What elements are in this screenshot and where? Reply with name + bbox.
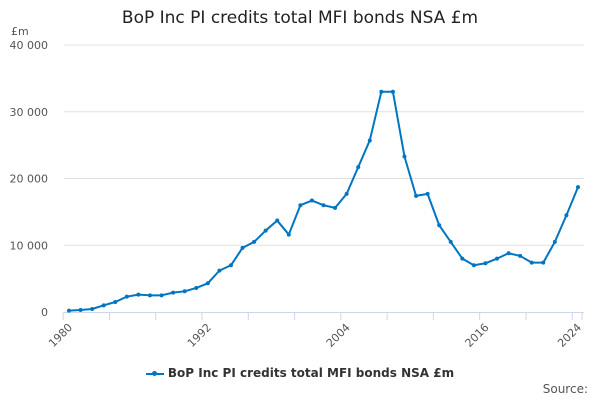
data-point [367,138,372,143]
legend-label: BoP Inc PI credits total MFI bonds NSA £… [167,366,455,380]
data-point [448,239,453,244]
data-point [228,263,233,268]
data-point [321,203,326,208]
data-point [124,294,129,299]
y-tick-label: 20 000 [10,173,49,186]
data-point [344,191,349,196]
data-point [356,165,361,170]
series-line [68,90,579,312]
data-point [263,228,268,233]
data-point [471,263,476,268]
data-point [101,303,106,308]
x-tick-label: 1980 [46,321,75,350]
chart-title: BoP Inc PI credits total MFI bonds NSA £… [121,8,479,28]
x-tick-label: 1992 [185,321,214,350]
data-point [483,261,488,266]
data-point [518,253,523,258]
data-point [240,245,245,250]
data-point [425,191,430,196]
y-tick-label: 0 [41,306,48,319]
data-point [159,293,164,298]
data-point [390,89,395,94]
data-point [564,213,569,218]
data-point [552,239,557,244]
data-point [576,185,580,190]
legend[interactable]: BoP Inc PI credits total MFI bonds NSA £… [0,366,600,380]
data-point [136,292,141,297]
legend-swatch [145,370,164,376]
data-point [67,308,71,313]
data-point [78,307,83,312]
data-point [506,251,511,256]
data-point [113,299,118,304]
data-point [495,256,500,261]
data-point [541,260,546,265]
data-point [147,293,152,298]
data-point [252,239,257,244]
data-point [171,290,176,295]
data-point [529,260,534,265]
data-point [379,89,384,94]
data-point [298,203,303,208]
data-point [437,223,442,228]
data-point [286,232,291,237]
data-point [90,306,95,311]
data-point [309,198,314,203]
data-point [194,285,199,290]
data-point [414,193,419,198]
y-axis-unit: £m [11,25,29,38]
data-point [275,218,280,223]
data-point [402,154,407,159]
data-point [460,256,465,261]
y-tick-label: 40 000 [10,39,49,52]
data-point [217,268,222,273]
x-tick-label: 2004 [324,321,353,350]
data-point [182,289,187,294]
data-point [333,205,338,210]
y-tick-label: 10 000 [10,239,49,252]
source-label: Source: [542,382,588,396]
x-tick-label: 2024 [555,321,584,350]
y-tick-label: 30 000 [10,106,49,119]
data-point [205,281,210,286]
x-tick-label: 2016 [463,321,492,350]
